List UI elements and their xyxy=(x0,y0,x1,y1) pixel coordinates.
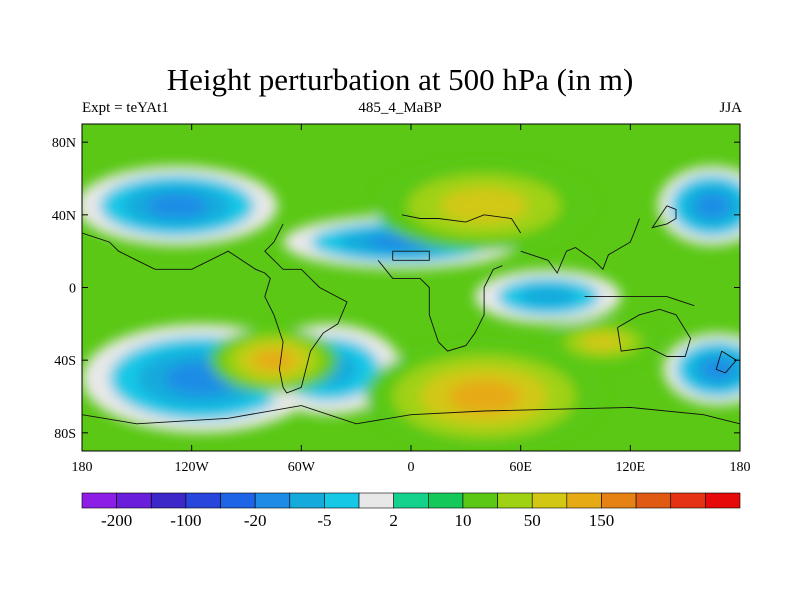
colorbar-swatch xyxy=(358,492,394,509)
x-tick-label: 120W xyxy=(175,460,210,475)
coastline-outline xyxy=(584,296,695,307)
colorbar-swatch xyxy=(497,492,533,509)
colorbar-swatch xyxy=(705,492,741,509)
coastline-layer xyxy=(82,205,740,425)
colorbar-label: 2 xyxy=(389,511,398,530)
colorbar-swatch xyxy=(185,492,221,509)
coastline-outline xyxy=(520,218,640,274)
colorbar-swatch xyxy=(428,492,464,509)
colorbar-swatch xyxy=(531,492,568,509)
axes-layer: 180 120W 60W 0 60E 120E 180 80N 40N 0 40S 80S xyxy=(52,124,751,475)
x-tick-label: 120E xyxy=(616,460,646,475)
colorbar-label: -100 xyxy=(170,511,201,530)
coastline-outline xyxy=(401,214,522,234)
colorbar-swatch xyxy=(116,492,152,509)
season-label: JJA xyxy=(719,100,742,116)
coastline-outline xyxy=(392,250,430,261)
coastline-outline xyxy=(715,350,737,374)
colorbar-swatch xyxy=(462,492,498,509)
colorbar-swatch xyxy=(635,492,672,509)
coastline-outline xyxy=(651,205,677,229)
anomaly-contour xyxy=(701,358,735,381)
colorbar-swatch xyxy=(670,492,706,509)
x-tick-label: 0 xyxy=(408,460,415,475)
anomaly-contour xyxy=(696,193,730,218)
anomaly-contour xyxy=(519,285,577,308)
colorbar-swatch xyxy=(393,492,429,509)
x-tick-label: 180 xyxy=(730,460,751,475)
colorbar-swatch xyxy=(150,492,187,509)
anomaly-contour xyxy=(448,380,521,413)
x-tick-label: 60E xyxy=(509,460,532,475)
y-tick-label: 80S xyxy=(54,427,76,442)
anomaly-contour xyxy=(146,193,208,218)
anomaly-contour xyxy=(581,333,625,351)
colorbar-swatch xyxy=(324,492,360,509)
coastline-outline xyxy=(82,405,740,425)
colorbar-label: -200 xyxy=(101,511,132,530)
colorbar-label: 50 xyxy=(524,511,541,530)
colorbar-swatch xyxy=(254,492,291,509)
coastline-outline xyxy=(617,308,692,357)
y-tick-label: 40N xyxy=(52,209,76,224)
x-tick-label: 60W xyxy=(288,460,316,475)
colorbar-label: -5 xyxy=(317,511,331,530)
y-tick-label: 40S xyxy=(54,354,76,369)
colorbar-swatch xyxy=(220,492,256,509)
coastline-outline xyxy=(82,223,348,394)
colorbar: -200 -100 -20 -5 2 10 50 150 xyxy=(81,492,741,530)
colorbar-swatch xyxy=(566,492,602,509)
anomaly-contour xyxy=(254,350,294,371)
coastline-outline xyxy=(377,260,503,352)
run-label: 485_4_MaBP xyxy=(358,100,442,116)
anomaly-field xyxy=(82,124,740,451)
colorbar-swatch xyxy=(601,492,637,509)
chart-title: Height perturbation at 500 hPa (in m) xyxy=(166,62,634,97)
colorbar-swatch xyxy=(289,492,325,509)
colorbar-swatch xyxy=(81,492,117,509)
x-tick-label: 180 xyxy=(72,460,93,475)
colorbar-label: -20 xyxy=(244,511,267,530)
anomaly-contour xyxy=(440,187,528,224)
anomaly-contours xyxy=(82,160,740,451)
colorbar-label: 150 xyxy=(589,511,615,530)
colorbar-label: 10 xyxy=(454,511,471,530)
experiment-label: Expt = teYAt1 xyxy=(82,100,169,116)
y-tick-label: 0 xyxy=(69,282,76,297)
y-tick-label: 80N xyxy=(52,136,76,151)
